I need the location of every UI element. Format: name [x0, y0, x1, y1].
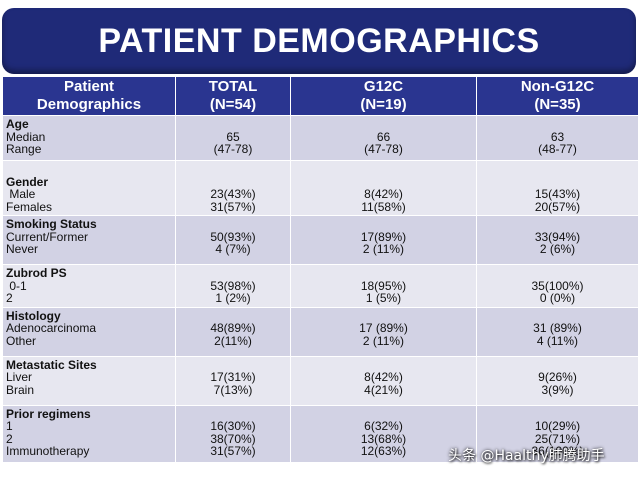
total-cell: 50(93%) 4 (7%) [175, 215, 291, 265]
total-cell: 65 (47-78) [175, 115, 291, 161]
row-title-smoking-status: Smoking Status [6, 217, 97, 231]
row-label-cell: Gender Male Females [2, 160, 176, 216]
row-label-cell: Prior regimens 1 2 Immunotherapy [2, 404, 176, 463]
table-row-histology: Histology Adenocarcinoma Other 48(89%) 2… [2, 306, 639, 357]
row-title-gender: Gender [6, 174, 49, 189]
total-cell: 53(98%) 1 (2%) [175, 264, 291, 308]
header-non-g12c: Non-G12C (N=35) [476, 76, 639, 116]
g12c-cell: 66 (47-78) [290, 115, 477, 161]
table-row-metastatic-sites: Metastatic Sites Liver Brain 17(31%) 7(1… [2, 355, 639, 406]
g12c-cell: 8(42%) 11(58%) [290, 160, 477, 216]
row-label-cell: Metastatic Sites Liver Brain [2, 355, 176, 406]
total-cell: 48(89%) 2(11%) [175, 306, 291, 357]
non-g12c-cell: 10(29%) 25(71%) 36(100%) [476, 404, 639, 463]
total-cell: 16(30%) 38(70%) 31(57%) [175, 404, 291, 463]
header-total: TOTAL (N=54) [175, 76, 291, 116]
non-g12c-cell: 9(26%) 3(9%) [476, 355, 639, 406]
non-g12c-cell: 35(100%) 0 (0%) [476, 264, 639, 308]
table-row-age: Age Median Range 65 (47-78) 66 (47-78) 6… [2, 115, 639, 161]
g12c-cell: 6(32%) 13(68%) 12(63%) [290, 404, 477, 463]
row-title-zubrod-ps: Zubrod PS [6, 266, 67, 280]
demographics-table: Patient Demographics TOTAL (N=54) G12C (… [2, 76, 639, 463]
g12c-cell: 18(95%) 1 (5%) [290, 264, 477, 308]
watermark-text: 头条 @Haalthy肺腾助手 [448, 448, 605, 464]
row-label-cell: Age Median Range [2, 115, 176, 161]
row-label-cell: Histology Adenocarcinoma Other [2, 306, 176, 357]
table-row-zubrod-ps: Zubrod PS 0-1 2 53(98%) 1 (2%) 18(95%) 1… [2, 264, 639, 308]
header-row: Patient Demographics TOTAL (N=54) G12C (… [2, 76, 639, 116]
row-title-age: Age [6, 117, 29, 131]
non-g12c-cell: 15(43%) 20(57%) [476, 160, 639, 216]
row-label-cell: Zubrod PS 0-1 2 [2, 264, 176, 308]
non-g12c-cell: 63 (48-77) [476, 115, 639, 161]
row-title-prior-regimens: Prior regimens [6, 406, 91, 421]
g12c-cell: 17(89%) 2 (11%) [290, 215, 477, 265]
header-g12c: G12C (N=19) [290, 76, 477, 116]
row-title-histology: Histology [6, 308, 61, 323]
table-row-gender: Gender Male Females 23(43%) 31(57%) 8(42… [2, 160, 639, 216]
non-g12c-cell: 33(94%) 2 (6%) [476, 215, 639, 265]
page-title: PATIENT DEMOGRAPHICS [98, 21, 540, 60]
non-g12c-cell: 31 (89%) 4 (11%) [476, 306, 639, 357]
header-patient-demographics: Patient Demographics [2, 76, 176, 116]
row-label-cell: Smoking Status Current/Former Never [2, 215, 176, 265]
table-row-smoking-status: Smoking Status Current/Former Never 50(9… [2, 215, 639, 265]
row-title-metastatic-sites: Metastatic Sites [6, 357, 97, 372]
table-row-prior-regimens: Prior regimens 1 2 Immunotherapy 16(30%)… [2, 404, 639, 463]
g12c-cell: 8(42%) 4(21%) [290, 355, 477, 406]
title-banner: PATIENT DEMOGRAPHICS [2, 8, 636, 74]
total-cell: 23(43%) 31(57%) [175, 160, 291, 216]
total-cell: 17(31%) 7(13%) [175, 355, 291, 406]
g12c-cell: 17 (89%) 2 (11%) [290, 306, 477, 357]
